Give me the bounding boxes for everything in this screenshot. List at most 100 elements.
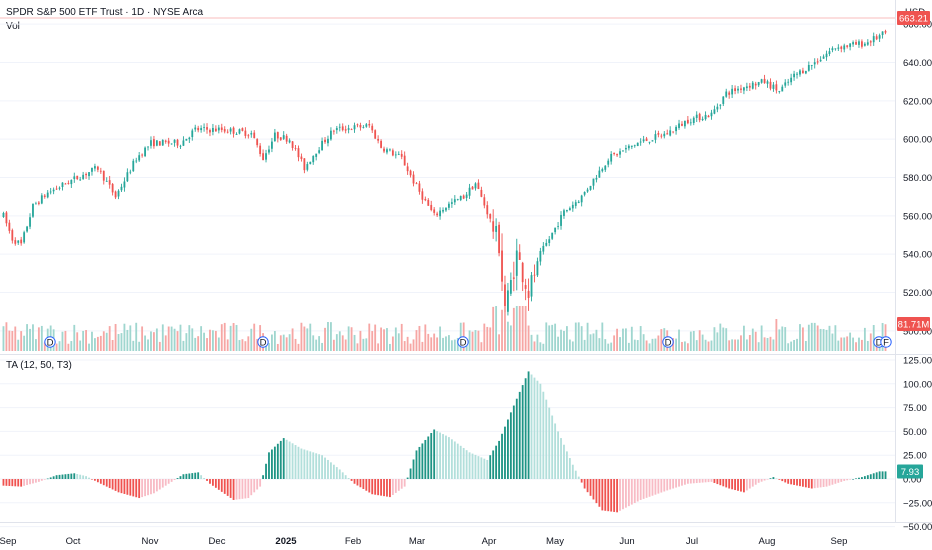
- candle-body: [64, 183, 67, 185]
- volume-bar: [37, 327, 40, 351]
- candle-body: [704, 114, 707, 120]
- candle-body: [560, 214, 562, 226]
- candle-body: [636, 142, 639, 147]
- candle-body: [557, 226, 559, 227]
- oscillator-bar: [813, 479, 816, 489]
- oscillator-bar: [872, 473, 875, 479]
- oscillator-bar: [279, 440, 282, 479]
- volume-bar: [799, 324, 801, 351]
- volume-bar: [722, 327, 725, 351]
- volume-bar: [391, 336, 394, 351]
- volume-bar: [365, 338, 368, 351]
- candle-body: [684, 120, 686, 127]
- oscillator-bar: [141, 479, 144, 498]
- candle-body: [439, 210, 441, 217]
- oscillator-bar: [294, 445, 297, 479]
- oscillator-bar: [471, 453, 474, 479]
- x-axis-label: Aug: [759, 536, 776, 547]
- volume-bar: [474, 330, 477, 351]
- oscillator-bar: [185, 473, 188, 479]
- candle-body: [61, 182, 64, 188]
- candle-body: [158, 141, 161, 146]
- volume-bar: [161, 324, 164, 351]
- oscillator-bar: [37, 479, 40, 482]
- oscillator-bar: [657, 479, 660, 494]
- volume-bar: [185, 333, 188, 351]
- volume-bar: [43, 342, 46, 351]
- volume-bar: [775, 319, 778, 351]
- candle-body: [872, 36, 875, 43]
- oscillator-bar: [630, 479, 633, 505]
- candle-body: [689, 122, 692, 124]
- oscillator-bar: [439, 432, 441, 479]
- candle-body: [459, 195, 462, 201]
- volume-bar: [23, 335, 26, 351]
- oscillator-bar: [766, 479, 769, 480]
- x-axis-label: May: [546, 536, 564, 547]
- volume-bar: [117, 334, 120, 351]
- volume-bar: [359, 330, 362, 351]
- volume-bar: [840, 337, 843, 351]
- oscillator-bar: [138, 479, 141, 499]
- oscillator-bar: [182, 474, 185, 479]
- volume-bar: [212, 330, 214, 351]
- candle-body: [681, 123, 683, 126]
- volume-bar: [194, 337, 197, 351]
- candle-body: [619, 151, 621, 155]
- volume-bar: [825, 329, 828, 351]
- volume-bar: [861, 339, 863, 351]
- candle-body: [268, 149, 270, 153]
- oscillator-bar: [126, 479, 129, 495]
- candle-body: [748, 85, 751, 88]
- candle-body: [477, 182, 480, 190]
- oscillator-bar: [663, 479, 666, 492]
- volume-bar: [114, 323, 117, 351]
- volume-bar: [445, 336, 447, 351]
- candle-body: [111, 184, 114, 193]
- volume-bar: [858, 337, 860, 351]
- volume-bar: [654, 338, 657, 351]
- oscillator-bar: [256, 479, 259, 490]
- candle-body: [182, 140, 185, 146]
- candle-body: [586, 189, 589, 192]
- volume-bar: [279, 335, 282, 351]
- volume-bar: [8, 330, 11, 351]
- volume-bar: [288, 334, 291, 351]
- oscillator-bar: [380, 479, 382, 496]
- oscillator-bar: [610, 479, 613, 512]
- oscillator-bar: [94, 479, 96, 481]
- candle-body: [554, 227, 557, 233]
- volume-bar: [757, 342, 760, 351]
- volume-bar: [678, 329, 680, 351]
- oscillator-bar: [648, 479, 651, 497]
- candle-body: [616, 154, 618, 156]
- volume-bar: [648, 343, 651, 351]
- volume-bar: [453, 339, 456, 351]
- candle-body: [17, 240, 20, 243]
- x-axis-label: Nov: [142, 536, 159, 547]
- oscillator-bar: [586, 479, 589, 493]
- volume-bar: [188, 325, 191, 351]
- volume-bar: [380, 327, 382, 351]
- volume-bar: [684, 341, 686, 351]
- candle-body: [200, 128, 203, 131]
- candle-body: [796, 73, 798, 75]
- volume-bar: [790, 341, 793, 351]
- candle-body: [135, 160, 138, 162]
- candle-body: [256, 139, 259, 146]
- oscillator-bar: [61, 474, 64, 479]
- candle-body: [707, 115, 710, 118]
- oscillator-bar: [861, 477, 863, 479]
- candle-body: [489, 214, 492, 219]
- candle-body: [285, 135, 288, 142]
- volume-bar: [256, 338, 259, 351]
- candle-body: [566, 210, 568, 212]
- volume-bar: [598, 338, 601, 351]
- oscillator-bar: [17, 479, 20, 487]
- volume-bar: [424, 324, 427, 351]
- oscillator-bar: [409, 468, 412, 479]
- candle-body: [474, 183, 477, 189]
- x-axis-label: Apr: [482, 536, 497, 547]
- oscillator-bar: [533, 377, 536, 479]
